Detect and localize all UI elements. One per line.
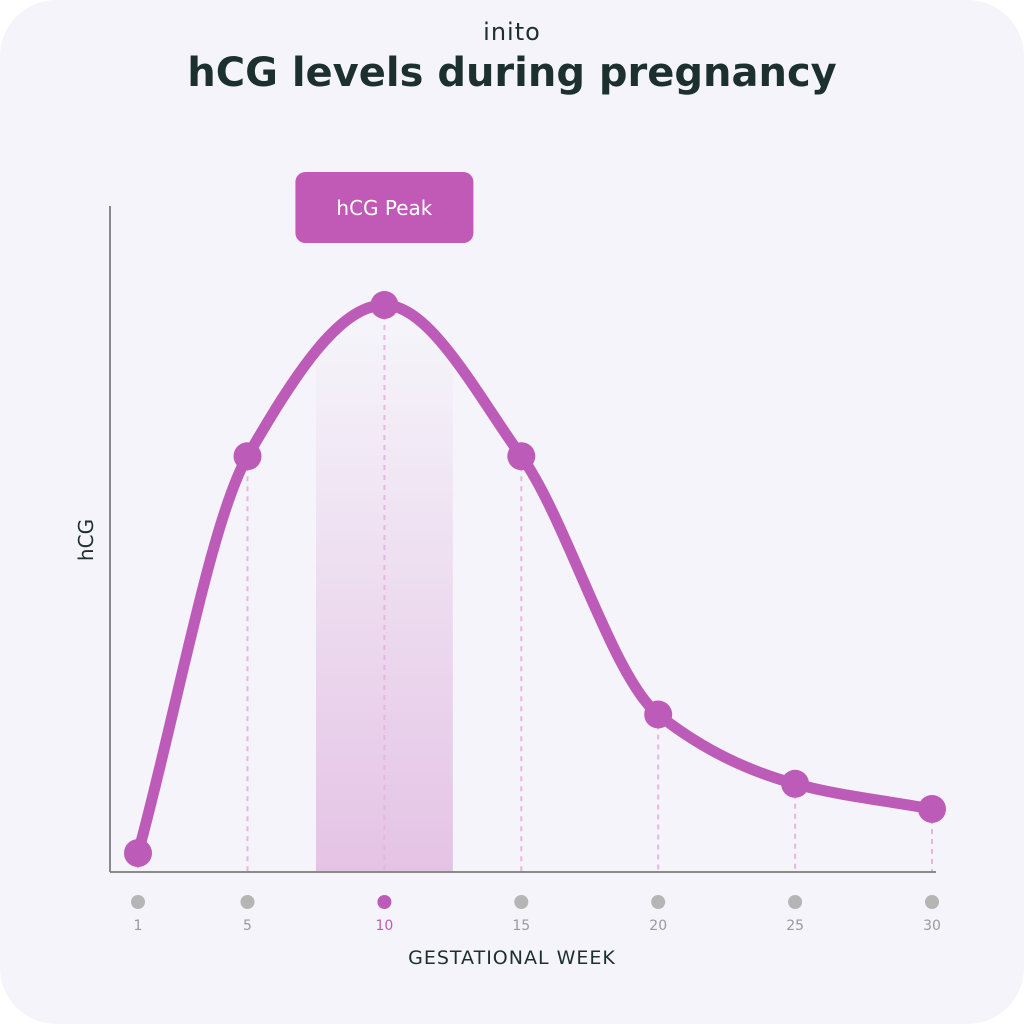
brand-logo: inito bbox=[483, 18, 541, 46]
tick-dot-week-25 bbox=[788, 895, 803, 909]
tick-dot-week-10 bbox=[377, 895, 392, 909]
data-point-week-10 bbox=[370, 291, 399, 319]
data-point-week-30 bbox=[918, 795, 946, 823]
tick-dot-week-15 bbox=[514, 895, 529, 909]
y-axis-label: hCG bbox=[74, 519, 98, 561]
data-point-week-15 bbox=[507, 442, 536, 471]
data-point-week-20 bbox=[644, 700, 673, 729]
peak-band bbox=[315, 330, 453, 872]
hcg-curve bbox=[132, 299, 938, 859]
tick-dot-week-1 bbox=[131, 895, 145, 909]
chart-title: hCG levels during pregnancy bbox=[187, 50, 837, 96]
tick-label-week-20: 20 bbox=[649, 918, 667, 934]
data-point-week-25 bbox=[781, 769, 810, 798]
peak-badge: hCG Peak bbox=[295, 172, 474, 243]
data-point-week-1 bbox=[124, 839, 152, 868]
peak-badge-label: hCG Peak bbox=[336, 196, 432, 220]
tick-label-week-15: 15 bbox=[512, 918, 530, 934]
tick-dot-week-20 bbox=[651, 895, 666, 909]
tick-label-week-10: 10 bbox=[375, 918, 393, 934]
tick-dot-week-30 bbox=[925, 895, 939, 909]
tick-label-week-5: 5 bbox=[243, 918, 252, 934]
tick-label-week-30: 30 bbox=[923, 918, 941, 934]
x-axis-label: GESTATIONAL WEEK bbox=[408, 947, 616, 969]
tick-dot-week-5 bbox=[240, 895, 255, 909]
tick-label-week-25: 25 bbox=[786, 918, 804, 934]
tick-label-week-1: 1 bbox=[134, 918, 143, 934]
data-point-week-5 bbox=[233, 442, 262, 471]
